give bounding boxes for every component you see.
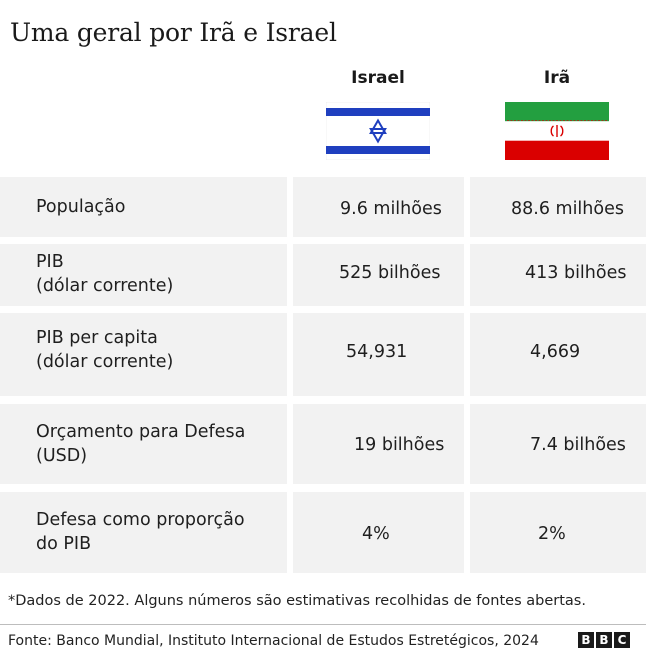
- israel-value: 54,931: [346, 342, 408, 362]
- iran-value-cell: 88.6 milhões: [470, 177, 646, 237]
- israel-value: 525 bilhões: [339, 263, 441, 283]
- footer-divider: [0, 624, 646, 625]
- israel-value-cell: 525 bilhões: [293, 244, 464, 306]
- footnote: *Dados de 2022. Alguns números são estim…: [8, 593, 586, 609]
- iran-value-cell: 4,669: [470, 313, 646, 396]
- israel-value-cell: 4%: [293, 492, 464, 573]
- israel-value: 4%: [362, 524, 390, 544]
- bbc-logo: B B C: [578, 632, 630, 648]
- israel-value-cell: 54,931: [293, 313, 464, 396]
- iran-value: 7.4 bilhões: [530, 435, 626, 455]
- iran-value-cell: 413 bilhões: [470, 244, 646, 306]
- chart-title: Uma geral por Irã e Israel: [10, 18, 337, 47]
- israel-value-cell: 9.6 milhões: [293, 177, 464, 237]
- iran-value: 2%: [538, 524, 566, 544]
- iran-flag-graphic: [505, 102, 609, 160]
- table-row: Orçamento para Defesa (USD) 19 bilhões 7…: [0, 404, 646, 484]
- row-label-cell: Orçamento para Defesa (USD): [0, 404, 287, 484]
- row-label: PIB per capita (dólar corrente): [36, 328, 174, 372]
- row-label: PIB (dólar corrente): [36, 252, 174, 296]
- iran-value: 413 bilhões: [525, 263, 627, 283]
- bbc-logo-letter: C: [614, 632, 630, 648]
- column-header-israel: Israel: [351, 68, 405, 88]
- row-label-cell: Defesa como proporção do PIB: [0, 492, 287, 573]
- table-row: Defesa como proporção do PIB 4% 2%: [0, 492, 646, 573]
- row-label-cell: População: [0, 177, 287, 237]
- iran-value: 4,669: [530, 342, 581, 362]
- bbc-logo-letter: B: [578, 632, 594, 648]
- israel-value-cell: 19 bilhões: [293, 404, 464, 484]
- row-label-cell: PIB (dólar corrente): [0, 244, 287, 306]
- table-row: PIB (dólar corrente) 525 bilhões 413 bil…: [0, 244, 646, 306]
- israel-value: 9.6 milhões: [340, 199, 442, 219]
- bbc-logo-letter: B: [596, 632, 612, 648]
- table-row: População 9.6 milhões 88.6 milhões: [0, 177, 646, 237]
- column-header-iran: Irã: [543, 68, 571, 88]
- israel-flag: [326, 102, 430, 160]
- iran-value-cell: 7.4 bilhões: [470, 404, 646, 484]
- row-label: Defesa como proporção do PIB: [36, 510, 245, 554]
- row-label-cell: PIB per capita (dólar corrente): [0, 313, 287, 396]
- iran-flag: [505, 102, 609, 160]
- row-label: Orçamento para Defesa (USD): [36, 422, 246, 466]
- israel-value: 19 bilhões: [354, 435, 445, 455]
- iran-value-cell: 2%: [470, 492, 646, 573]
- israel-flag-graphic: [326, 102, 430, 160]
- row-label: População: [36, 197, 126, 217]
- table-row: PIB per capita (dólar corrente) 54,931 4…: [0, 313, 646, 396]
- source-text: Fonte: Banco Mundial, Instituto Internac…: [8, 633, 539, 649]
- iran-value: 88.6 milhões: [511, 199, 624, 219]
